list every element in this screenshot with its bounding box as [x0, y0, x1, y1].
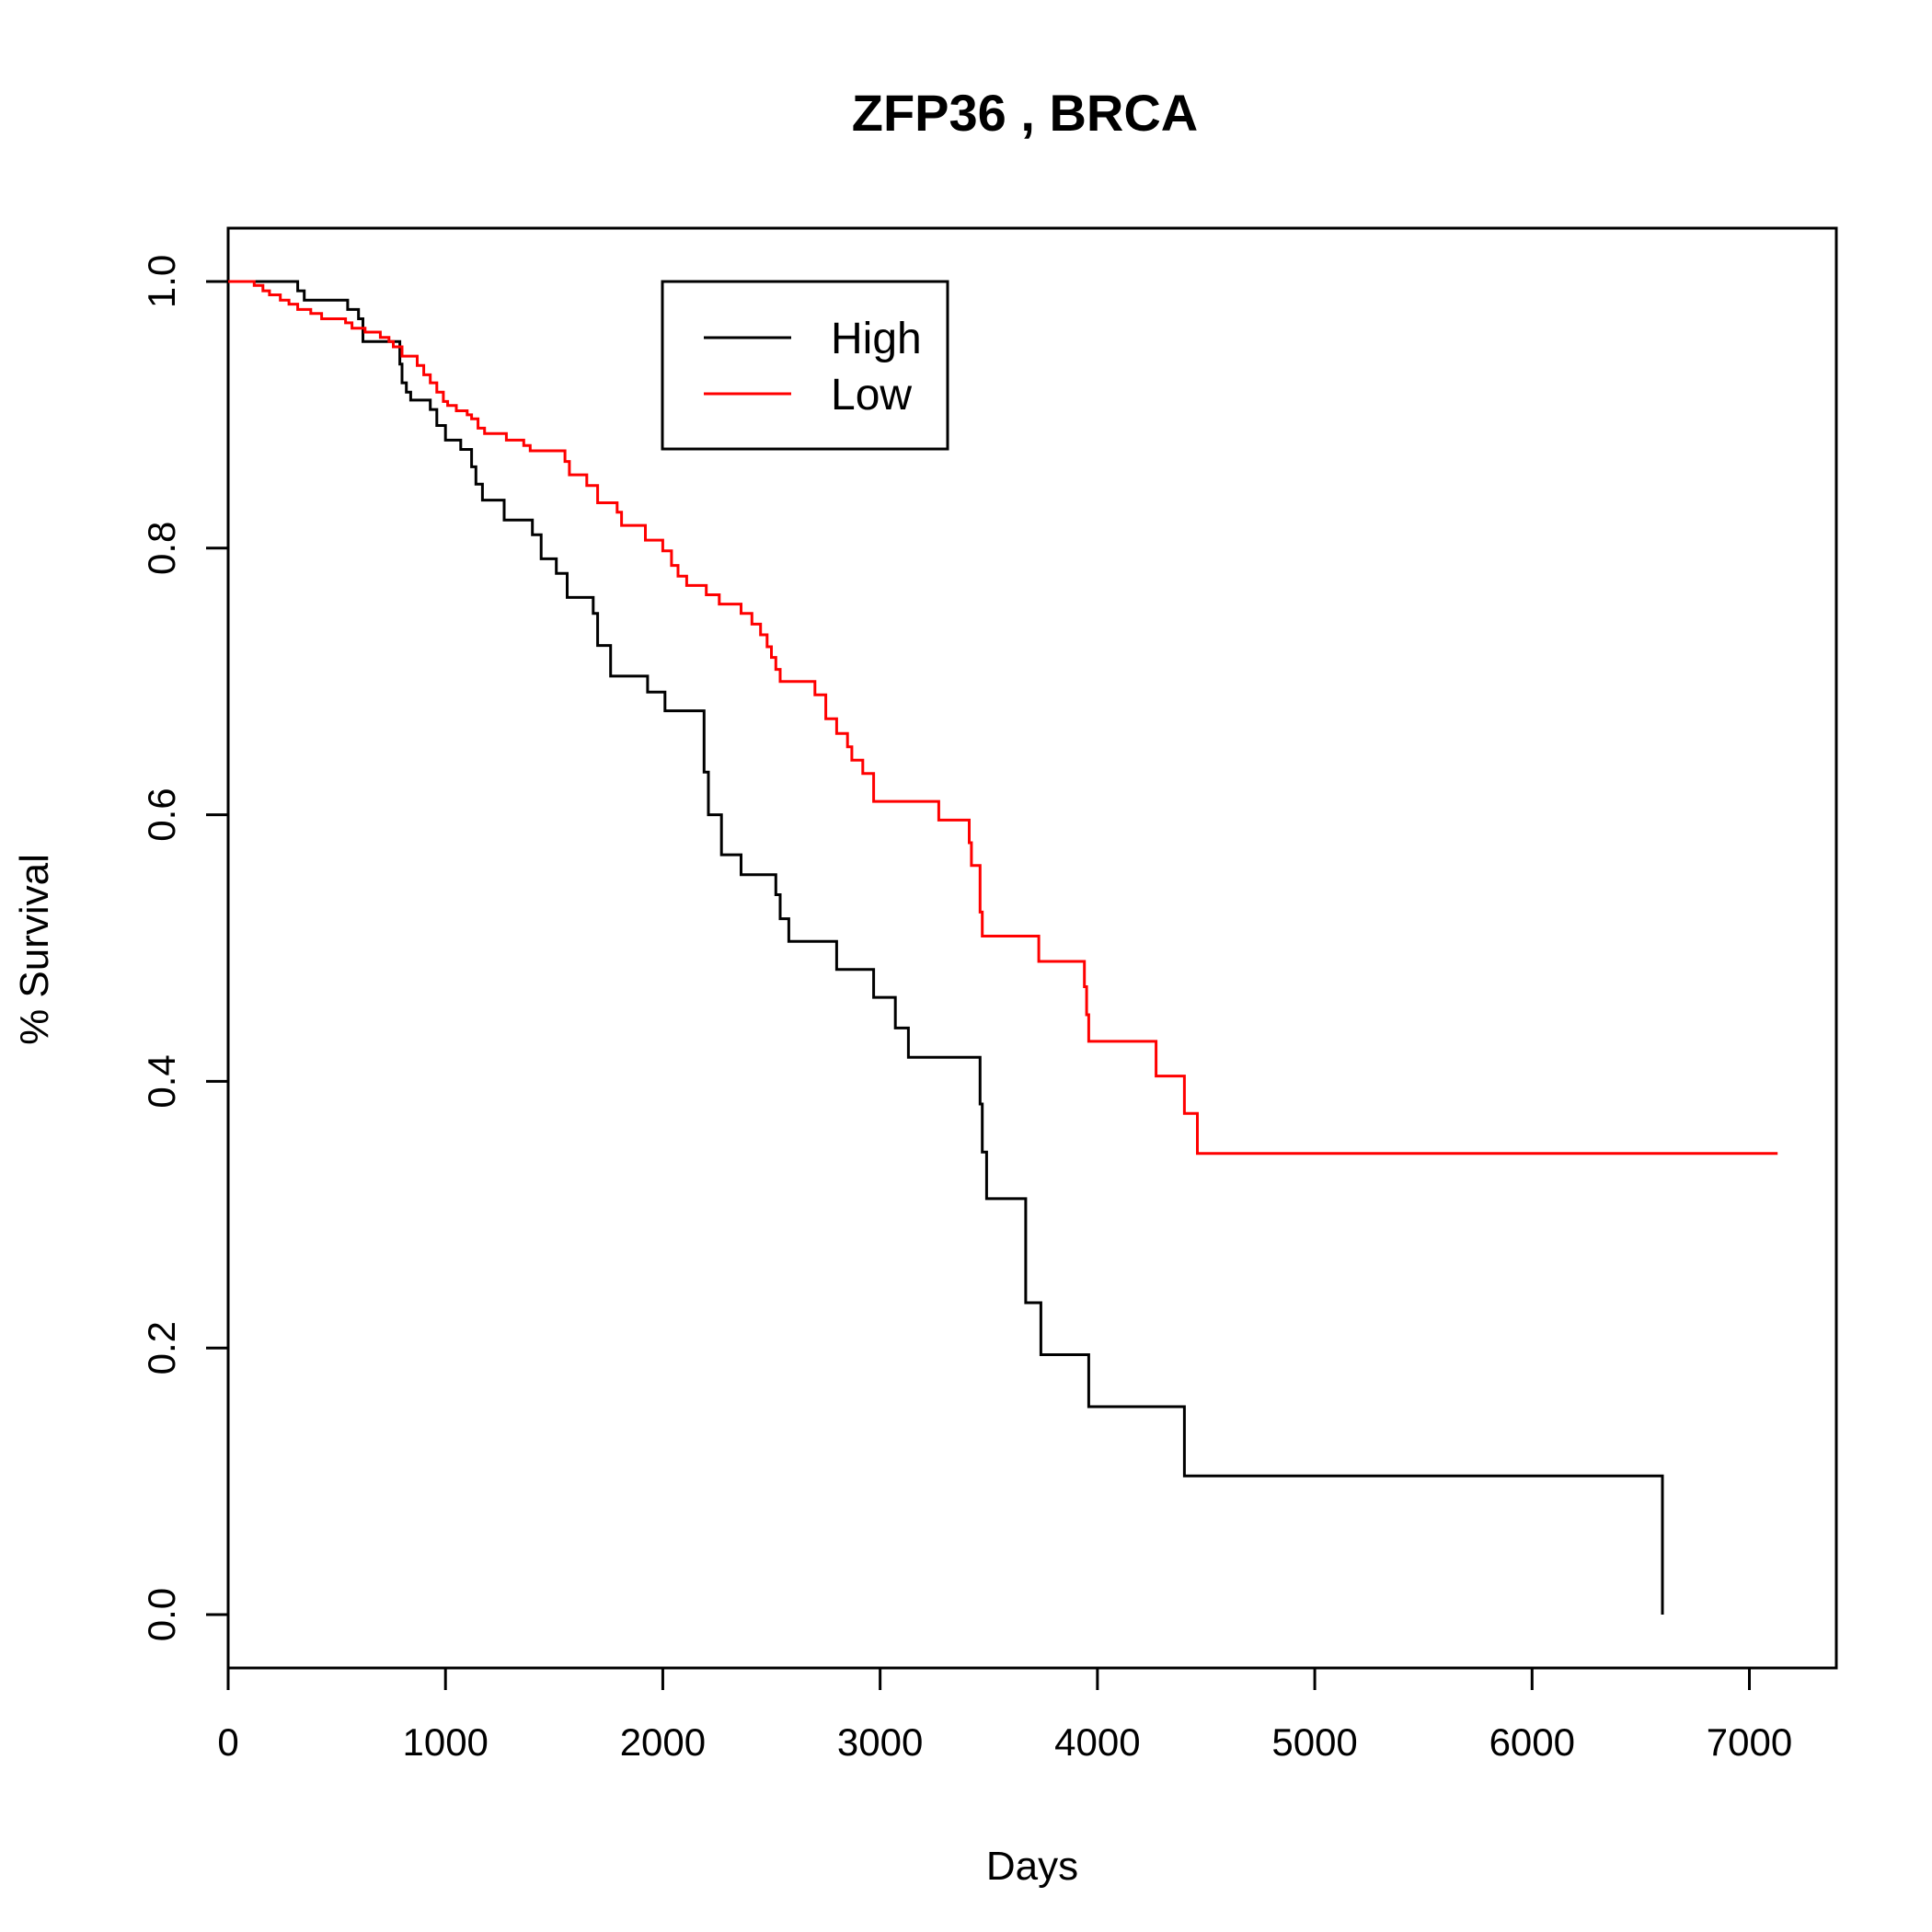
- x-tick-label: 6000: [1489, 1720, 1575, 1764]
- legend-label-high: High: [831, 315, 922, 363]
- series-line-low: [228, 280, 1778, 1156]
- y-axis: 0.0 0.2 0.4 0.6 0.8 1.0: [140, 255, 230, 1641]
- x-tick-label: 7000: [1707, 1720, 1792, 1764]
- y-tick-label: 1.0: [140, 255, 183, 308]
- x-tick-label: 3000: [837, 1720, 923, 1764]
- y-tick-label: 0.6: [140, 788, 183, 841]
- legend: High Low: [661, 280, 949, 451]
- legend-label-low: Low: [831, 371, 912, 420]
- y-tick-label: 0.4: [140, 1054, 183, 1108]
- chart-title: ZFP36 , BRCA: [852, 84, 1199, 142]
- series-line-high: [228, 280, 1664, 1615]
- x-axis: 0 1000 2000 3000 4000 5000 6000 7000: [217, 1666, 1792, 1764]
- x-tick-label: 5000: [1271, 1720, 1357, 1764]
- y-tick-label: 0.0: [140, 1588, 183, 1641]
- series-layer: [228, 280, 1778, 1615]
- y-tick-label: 0.2: [140, 1321, 183, 1374]
- plot-frame: [226, 226, 1838, 1670]
- x-axis-label: Days: [986, 1844, 1078, 1889]
- y-axis-label: % Survival: [12, 854, 57, 1045]
- x-tick-label: 2000: [620, 1720, 706, 1764]
- x-tick-label: 0: [217, 1720, 238, 1764]
- x-tick-label: 1000: [402, 1720, 488, 1764]
- y-tick-label: 0.8: [140, 522, 183, 575]
- x-tick-label: 4000: [1054, 1720, 1140, 1764]
- legend-box: [661, 280, 949, 451]
